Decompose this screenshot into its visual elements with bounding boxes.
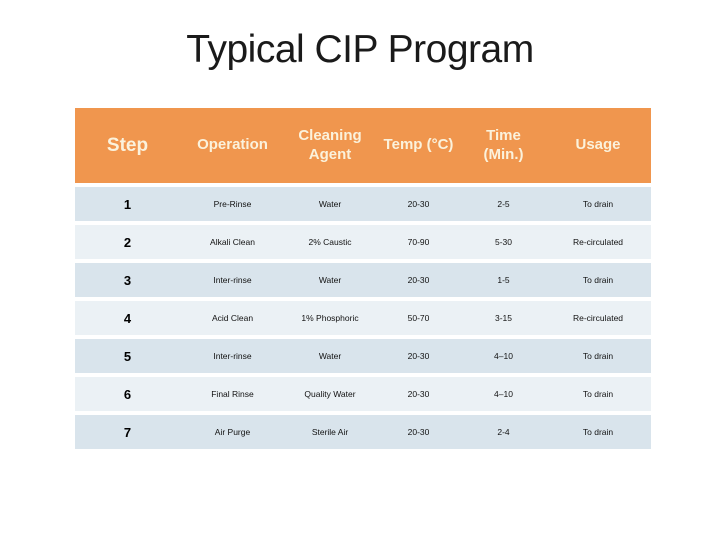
cell-time: 1-5 [462,263,545,297]
cell-operation: Air Purge [180,415,285,449]
table-row: 4 Acid Clean 1% Phosphoric 50-70 3-15 Re… [75,301,651,335]
cell-time: 3-15 [462,301,545,335]
cell-usage: Re-circulated [545,225,651,259]
cell-temp: 20-30 [375,377,462,411]
cell-time: 4–10 [462,377,545,411]
col-header-time: Time (Min.) [462,108,545,183]
table-row: 5 Inter-rinse Water 20-30 4–10 To drain [75,339,651,373]
cell-operation: Final Rinse [180,377,285,411]
cell-cleaning-agent: Water [285,187,375,221]
cell-operation: Pre-Rinse [180,187,285,221]
cip-program-table: Step Operation Cleaning Agent Temp (°C) … [75,104,651,453]
cell-cleaning-agent: Water [285,339,375,373]
col-header-step: Step [75,108,180,183]
table-row: 2 Alkali Clean 2% Caustic 70-90 5-30 Re-… [75,225,651,259]
cell-temp: 20-30 [375,339,462,373]
cell-step: 1 [75,187,180,221]
col-header-cleaning-agent: Cleaning Agent [285,108,375,183]
cell-operation: Inter-rinse [180,339,285,373]
col-header-operation: Operation [180,108,285,183]
cell-temp: 70-90 [375,225,462,259]
cell-temp: 50-70 [375,301,462,335]
cell-usage: To drain [545,377,651,411]
cell-step: 6 [75,377,180,411]
cell-temp: 20-30 [375,263,462,297]
cell-usage: Re-circulated [545,301,651,335]
cell-cleaning-agent: 2% Caustic [285,225,375,259]
cell-cleaning-agent: Water [285,263,375,297]
cell-time: 2-4 [462,415,545,449]
col-header-temp: Temp (°C) [375,108,462,183]
cell-step: 5 [75,339,180,373]
cell-usage: To drain [545,339,651,373]
cell-operation: Alkali Clean [180,225,285,259]
cell-time: 5-30 [462,225,545,259]
table-row: 6 Final Rinse Quality Water 20-30 4–10 T… [75,377,651,411]
cell-temp: 20-30 [375,415,462,449]
cell-step: 7 [75,415,180,449]
cell-operation: Acid Clean [180,301,285,335]
cell-time: 2-5 [462,187,545,221]
table-row: 1 Pre-Rinse Water 20-30 2-5 To drain [75,187,651,221]
cell-operation: Inter-rinse [180,263,285,297]
cell-usage: To drain [545,187,651,221]
col-header-usage: Usage [545,108,651,183]
cell-cleaning-agent: Quality Water [285,377,375,411]
cell-usage: To drain [545,415,651,449]
slide-title: Typical CIP Program [186,28,534,71]
cell-cleaning-agent: Sterile Air [285,415,375,449]
table-row: 3 Inter-rinse Water 20-30 1-5 To drain [75,263,651,297]
cell-time: 4–10 [462,339,545,373]
cell-temp: 20-30 [375,187,462,221]
cell-step: 4 [75,301,180,335]
cell-step: 3 [75,263,180,297]
cell-cleaning-agent: 1% Phosphoric [285,301,375,335]
cell-step: 2 [75,225,180,259]
cell-usage: To drain [545,263,651,297]
table-header-row: Step Operation Cleaning Agent Temp (°C) … [75,108,651,183]
table-row: 7 Air Purge Sterile Air 20-30 2-4 To dra… [75,415,651,449]
